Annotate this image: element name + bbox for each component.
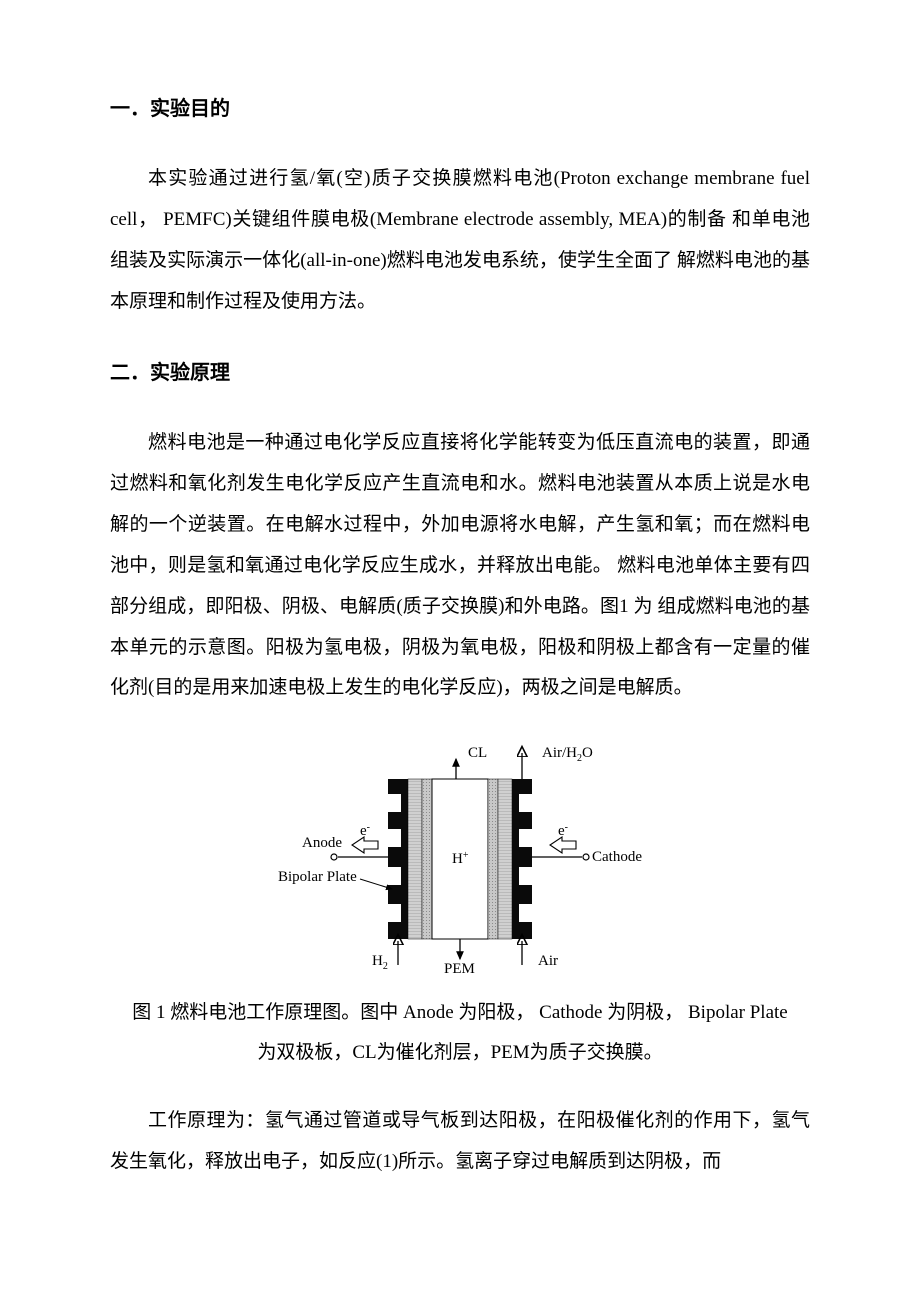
gdl-left: [408, 779, 422, 939]
figure1: CL Air/H2O Anode e- Bipolar Plate Cathod…: [110, 739, 810, 979]
label-e-right: e-: [558, 822, 568, 839]
arrow-e-left: [352, 837, 378, 853]
fuelcell-diagram-svg: CL Air/H2O Anode e- Bipolar Plate Cathod…: [260, 739, 660, 979]
label-airh2o: Air/H2O: [542, 745, 593, 764]
figure1-caption: 图 1 燃料电池工作原理图。图中 Anode 为阳极， Cathode 为阴极，…: [110, 993, 810, 1073]
label-pem: PEM: [444, 961, 475, 977]
cl-left: [422, 779, 432, 939]
label-air: Air: [538, 953, 558, 969]
label-cl: CL: [468, 745, 487, 761]
label-bipolar: Bipolar Plate: [278, 869, 357, 885]
label-e-left: e-: [360, 822, 370, 839]
cl-right: [488, 779, 498, 939]
section1-heading: 一．实验目的: [110, 88, 810, 131]
svg-text:Air/H2O: Air/H2O: [542, 745, 593, 764]
section2-para2: 工作原理为：氢气通过管道或导气板到达阳极，在阳极催化剂的作用下，氢气发生氧化，释…: [110, 1101, 810, 1183]
caption-line1: 图 1 燃料电池工作原理图。图中 Anode 为阳极， Cathode 为阴极，…: [132, 1002, 787, 1023]
label-anode: Anode: [302, 835, 342, 851]
terminal-cathode: [583, 854, 589, 860]
bipolar-left: [388, 779, 408, 939]
page: 一．实验目的 本实验通过进行氢/氧(空)质子交换膜燃料电池(Proton exc…: [0, 0, 920, 1302]
bipolar-right: [512, 779, 532, 939]
label-cathode: Cathode: [592, 849, 642, 865]
section1-para: 本实验通过进行氢/氧(空)质子交换膜燃料电池(Proton exchange m…: [110, 159, 810, 322]
leader-bipolar: [360, 879, 392, 889]
section2-heading: 二．实验原理: [110, 352, 810, 395]
label-h2: H2: [372, 953, 388, 972]
gdl-right: [498, 779, 512, 939]
arrow-e-right: [550, 837, 576, 853]
terminal-anode: [331, 854, 337, 860]
section2-para1: 燃料电池是一种通过电化学反应直接将化学能转变为低压直流电的装置，即通过燃料和氧化…: [110, 423, 810, 709]
caption-line2: 为双极板，CL为催化剂层，PEM为质子交换膜。: [257, 1042, 662, 1063]
